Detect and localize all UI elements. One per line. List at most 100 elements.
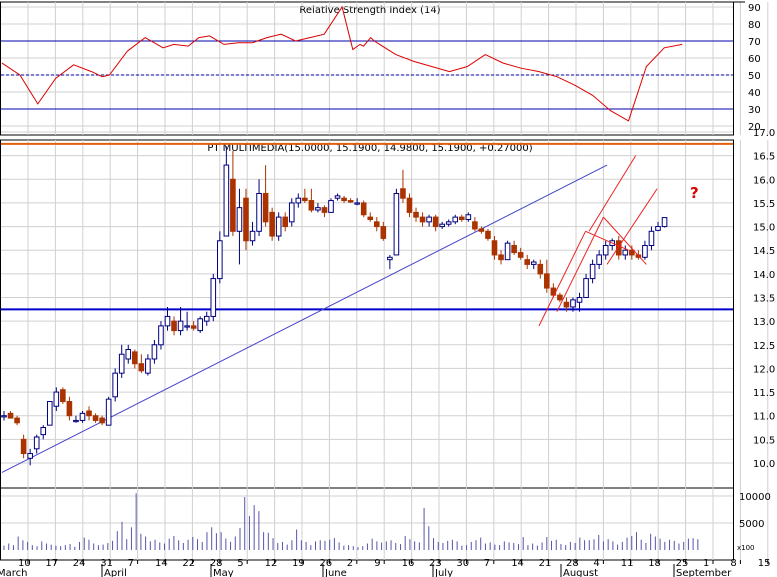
candle-body-down (60, 389, 66, 403)
candle (262, 165, 269, 227)
x-tick-label: 31 (100, 558, 113, 569)
candle (125, 344, 132, 364)
rsi-panel: Relative Strength Index (14) 20 30 40 50 60 7… (1, 1, 761, 133)
price-tick-label: 15.0 (753, 223, 775, 234)
candle (269, 207, 275, 241)
candle (347, 198, 354, 203)
candle-body-down (308, 200, 315, 211)
candle (570, 297, 576, 312)
candle (151, 340, 158, 364)
candle (622, 245, 629, 260)
x-tick-label: 22 (182, 558, 195, 569)
candle-body-down (7, 412, 14, 419)
rsi-line (1, 5, 683, 122)
candle (445, 219, 452, 227)
x-tick-label: 24 (73, 558, 86, 569)
x-tick-label: 17 (45, 558, 58, 569)
candle (190, 321, 197, 331)
candle (655, 221, 661, 232)
x-axis: 10 17 24 31 7 14 22 28 5 12 19 26 2 9 16 23 30 7 14 21 28 4 11… (0, 558, 771, 577)
price-tick-label: 13.0 (753, 317, 775, 328)
rsi-panel-border (0, 1, 734, 136)
candle-body-up (334, 195, 341, 199)
x-tick-label: 7 (484, 558, 490, 569)
candle-body-down (485, 230, 491, 239)
candle (295, 193, 302, 208)
candle-body-down (341, 197, 347, 202)
channel-line (556, 216, 604, 312)
candle (328, 198, 334, 213)
candle (53, 387, 60, 411)
candle (210, 273, 217, 322)
x-tick-label: 21 (539, 558, 552, 569)
candle-body-down (419, 216, 426, 223)
x-tick-label: 9 (374, 558, 380, 569)
x-tick-label: 16 (402, 558, 415, 569)
candle (373, 217, 380, 232)
candle-body-up (596, 254, 602, 265)
candle (288, 198, 295, 227)
candle-body-down (99, 417, 105, 424)
candle (432, 214, 439, 232)
price-tick-label: 12.0 (753, 364, 775, 375)
candle (177, 306, 184, 336)
candle-body-up (217, 240, 223, 280)
channel-line (603, 216, 647, 265)
candle-body-down (269, 211, 275, 237)
candle (249, 221, 256, 246)
candle (393, 188, 400, 256)
candle (589, 259, 596, 284)
candle (629, 245, 635, 260)
candle-body-down (92, 415, 99, 421)
candle (145, 354, 151, 376)
candle-body-up (288, 202, 295, 223)
candle (491, 236, 498, 260)
candle (413, 207, 419, 222)
candle (354, 198, 360, 206)
volume-tick-label: 5000 (739, 519, 764, 530)
x-tick-label: 14 (155, 558, 168, 569)
candle (20, 434, 27, 459)
candle (517, 247, 524, 260)
candle (341, 195, 347, 203)
x-tick-label: 28 (566, 558, 579, 569)
candle-body-down (230, 178, 236, 232)
candle (112, 368, 118, 402)
candle (197, 316, 203, 333)
candle (132, 349, 138, 369)
candle (498, 250, 504, 265)
candle (367, 212, 374, 222)
candle-body-down (498, 254, 504, 261)
x-tick-label: 28 (210, 558, 223, 569)
month-label: August (563, 568, 598, 577)
candle (230, 150, 236, 237)
candle (60, 387, 66, 404)
rsi-tick-label: 90 (748, 3, 761, 14)
candle-body-down (432, 216, 439, 228)
candle (217, 231, 223, 284)
channel-line (585, 230, 629, 251)
candle-body-up (426, 216, 432, 223)
candle-body-up (439, 223, 445, 228)
candle-body-up (655, 226, 661, 231)
candle-body-down (86, 410, 92, 417)
price-tick-label: 17.0 (753, 128, 775, 139)
candle-body-up (530, 261, 537, 265)
candle (648, 226, 655, 251)
candle-body-down (557, 294, 563, 301)
candle-body-down (66, 401, 73, 417)
candle-body-up (602, 244, 609, 256)
month-label-partial: March (0, 568, 27, 577)
candle (537, 259, 544, 279)
candle (171, 316, 177, 336)
candle-body-down (243, 197, 249, 242)
candle-body-up (164, 315, 171, 327)
x-tick-label: 18 (648, 558, 661, 569)
candle-body-up (151, 344, 158, 360)
candle (387, 254, 393, 270)
month-label: September (676, 568, 732, 577)
candle-body-down (132, 351, 138, 365)
candle (46, 401, 53, 426)
x-tick-label: 11 (621, 558, 634, 569)
